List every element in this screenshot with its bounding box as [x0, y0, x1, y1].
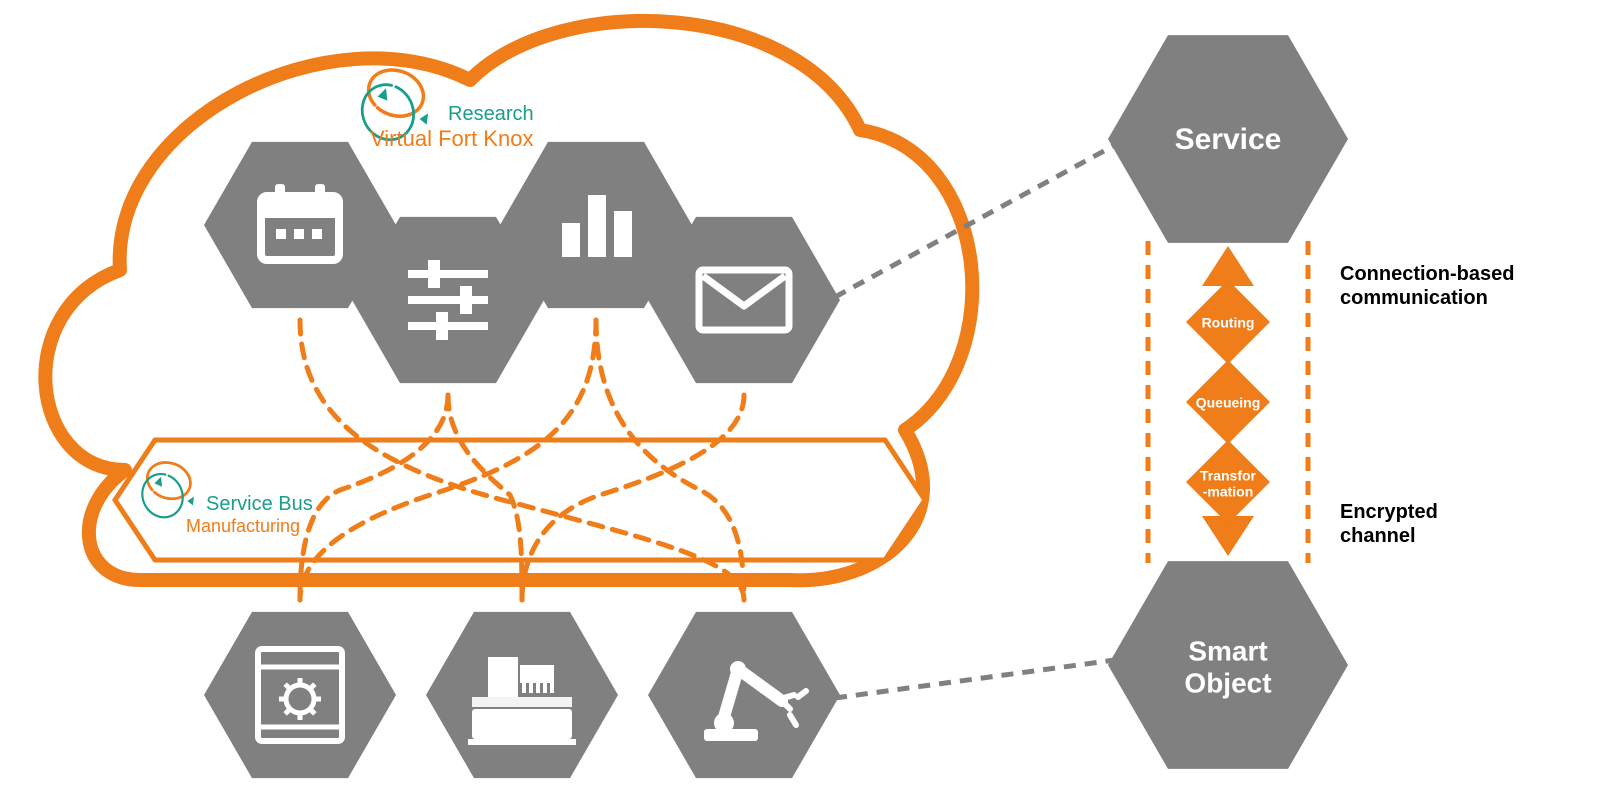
label-encrypted-2: channel — [1340, 525, 1416, 547]
hex-robot-arm — [648, 612, 840, 778]
logo-bus-line1: Service Bus — [206, 493, 313, 515]
architecture-diagram: ResearchVirtual Fort Knox Service BusMan… — [0, 0, 1600, 809]
label-connection-2: communication — [1340, 287, 1488, 309]
communication-detail: Service SmartObject Routing Queueing Transfo… — [1108, 35, 1348, 769]
logo-top-line1: Research — [448, 103, 534, 125]
label-connection-1: Connection-based — [1340, 263, 1514, 285]
label-service: Service — [1175, 123, 1282, 156]
diamond-label-2a: Transfor — [1200, 468, 1257, 484]
diamond-label-1: Queueing — [1196, 395, 1261, 411]
side-labels: Connection-basedcommunication Encryptedch… — [1340, 263, 1514, 547]
logo-top-line2: Virtual Fort Knox — [370, 126, 533, 151]
hex-3d-printer — [204, 612, 396, 778]
label-encrypted-1: Encrypted — [1340, 501, 1438, 523]
diamond-label-2b: -mation — [1203, 484, 1254, 500]
logo-bus-line2: Manufacturing — [186, 516, 300, 536]
diamond-label-0: Routing — [1202, 315, 1255, 331]
hex-cnc-machine — [426, 612, 618, 778]
label-smart-1: Smart — [1188, 635, 1267, 666]
label-smart-2: Object — [1184, 667, 1271, 698]
